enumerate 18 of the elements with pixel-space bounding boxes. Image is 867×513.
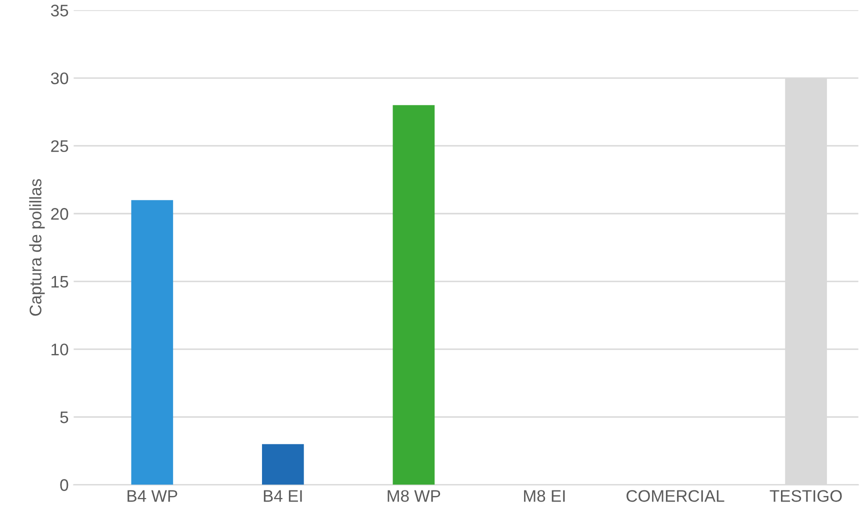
x-tick-label: M8 EI <box>524 490 565 502</box>
x-tick-label: TESTIGO <box>770 490 842 502</box>
y-tick-label: 20 <box>51 208 68 220</box>
bar <box>392 105 435 485</box>
bar <box>262 444 304 485</box>
x-tick-label: M8 WP <box>388 490 440 502</box>
bar <box>131 200 174 485</box>
y-tick-label: 35 <box>50 4 68 16</box>
y-tick-label: 15 <box>52 276 68 288</box>
y-tick-label: 5 <box>60 412 68 424</box>
x-tick-label: B4 WP <box>128 490 178 502</box>
y-tick-label: 30 <box>50 72 68 84</box>
y-tick-label: 0 <box>60 479 68 491</box>
x-tick-label: COMERCIAL <box>626 490 724 502</box>
y-axis-title: Captura de polillas <box>29 179 45 316</box>
y-tick-label: 10 <box>52 344 68 356</box>
y-tick-label: 25 <box>51 140 68 152</box>
x-tick-label: B4 EI <box>264 490 302 502</box>
